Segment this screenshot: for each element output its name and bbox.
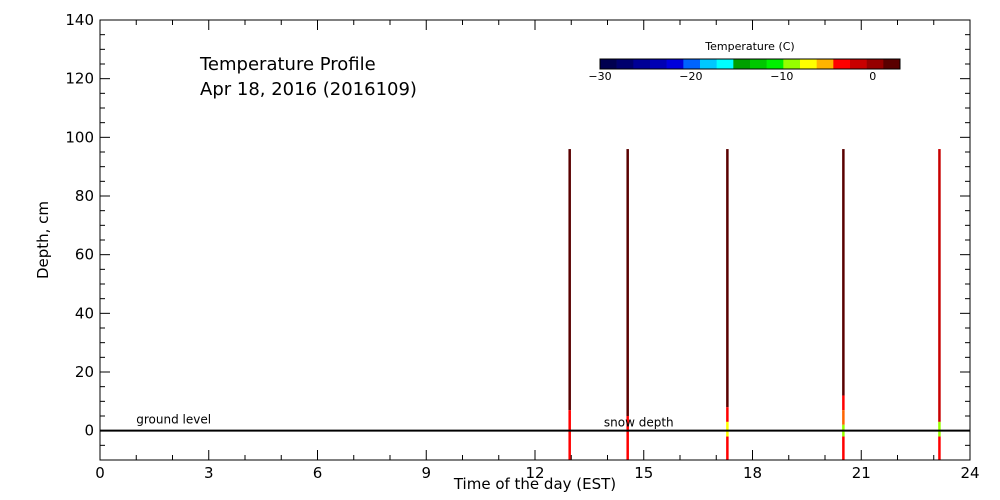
x-tick-label: 0: [95, 464, 105, 482]
profile-series: [568, 149, 941, 460]
profile-segment: [726, 436, 729, 460]
colorbar-swatch: [683, 59, 701, 69]
x-tick-label: 18: [743, 464, 762, 482]
colorbar-swatch: [700, 59, 717, 69]
profile-segment: [626, 416, 629, 460]
profile-segment: [726, 407, 729, 422]
x-tick-label: 12: [525, 464, 544, 482]
chart-subtitle: Apr 18, 2016 (2016109): [200, 79, 417, 100]
x-tick-label: 3: [204, 464, 214, 482]
profile-segment: [842, 149, 845, 396]
profile-segment: [938, 421, 941, 437]
colorbar-swatch: [866, 59, 884, 69]
profile-segment: [726, 421, 729, 437]
y-axis-label: Depth, cm: [34, 201, 52, 279]
y-tick-label: 100: [65, 128, 94, 146]
profile-segment: [842, 410, 845, 425]
axis-tick-labels: 0 3 6 9 12 15 18 21 24 0 20 40 60 80 100 120 140: [65, 11, 979, 482]
profile-segment: [626, 149, 629, 417]
x-tick-label: 15: [634, 464, 653, 482]
axis-ticks: [99, 19, 971, 461]
x-tick-label: 24: [960, 464, 979, 482]
colorbar-ticks: −30 −20 −10 0: [588, 70, 876, 83]
colorbar-swatch: [833, 59, 851, 69]
x-tick-label: 21: [852, 464, 871, 482]
colorbar-tick-label: −20: [679, 70, 702, 83]
profile-segment: [568, 149, 571, 411]
profile-segment: [938, 149, 941, 422]
colorbar-swatch: [883, 59, 901, 69]
colorbar-swatches: [600, 59, 901, 69]
y-tick-label: 120: [65, 70, 94, 88]
x-tick-label: 6: [313, 464, 323, 482]
profile-segment: [568, 410, 571, 460]
colorbar-swatch: [666, 59, 684, 69]
chart-title: Temperature Profile: [199, 54, 376, 75]
profile-segment: [842, 395, 845, 411]
colorbar-tick-label: −10: [770, 70, 793, 83]
profile-segment: [938, 436, 941, 460]
colorbar-swatch: [750, 59, 767, 69]
annotation-label: snow depth: [604, 415, 674, 429]
colorbar-tick-label: −30: [588, 70, 611, 83]
profile-segment: [726, 149, 729, 408]
colorbar-swatch: [616, 59, 634, 69]
colorbar-swatch: [716, 59, 734, 69]
colorbar-swatch: [650, 59, 667, 69]
colorbar-title: Temperature (C): [704, 40, 794, 53]
profile-segment: [842, 436, 845, 460]
y-tick-label: 20: [75, 363, 94, 381]
colorbar-swatch: [733, 59, 751, 69]
y-tick-label: 60: [75, 246, 94, 264]
y-tick-label: 140: [65, 11, 94, 29]
colorbar-swatch: [850, 59, 867, 69]
colorbar: Temperature (C) −30 −20 −10 0: [588, 40, 901, 83]
colorbar-swatch: [633, 59, 651, 69]
y-tick-label: 0: [84, 422, 94, 440]
colorbar-tick-label: 0: [869, 70, 876, 83]
x-axis-label: Time of the day (EST): [453, 475, 616, 493]
annotations: ground level snow depth: [136, 412, 673, 429]
annotation-label: ground level: [136, 412, 211, 426]
y-tick-label: 40: [75, 304, 94, 322]
colorbar-swatch: [600, 59, 617, 69]
colorbar-swatch: [783, 59, 801, 69]
colorbar-swatch: [800, 59, 817, 69]
colorbar-swatch: [816, 59, 834, 69]
y-tick-label: 80: [75, 187, 94, 205]
colorbar-frame: [599, 58, 901, 70]
x-tick-label: 9: [421, 464, 431, 482]
colorbar-swatch: [766, 59, 784, 69]
